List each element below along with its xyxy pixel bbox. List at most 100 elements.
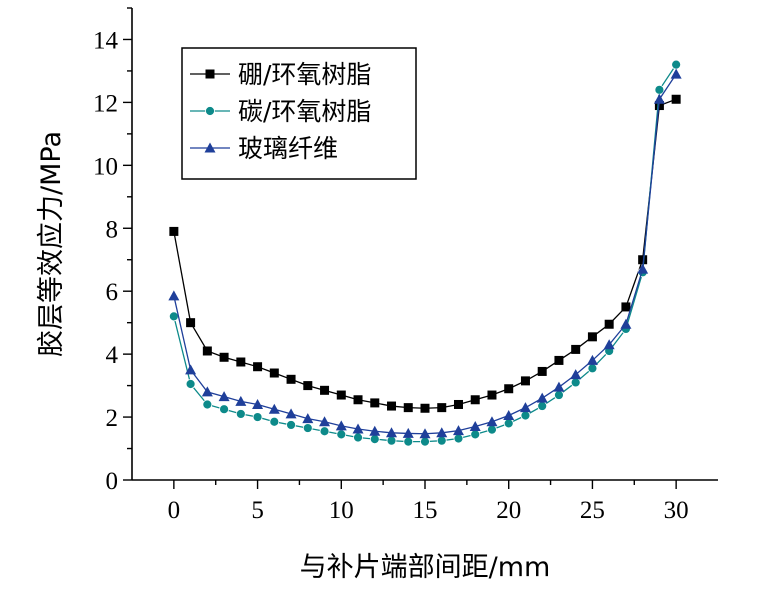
axes [123, 7, 718, 489]
data-point [202, 399, 213, 410]
data-point [671, 59, 682, 70]
data-point [537, 366, 547, 376]
data-point [621, 302, 631, 312]
data-point [218, 391, 230, 402]
x-tick-label: 5 [251, 497, 264, 524]
data-point [202, 346, 212, 356]
data-point [219, 352, 229, 362]
data-point [453, 399, 463, 409]
data-point [387, 401, 397, 411]
data-point [604, 319, 614, 329]
data-point [519, 402, 531, 413]
data-point [168, 311, 179, 322]
x-tick-label: 15 [413, 497, 438, 524]
data-point [319, 426, 330, 437]
legend-item: 硼/环氧树脂 [190, 60, 371, 89]
data-point [369, 425, 381, 436]
data-point [403, 403, 413, 413]
data-point [487, 424, 497, 435]
data-point [185, 364, 197, 375]
data-point [403, 436, 414, 447]
y-axis-title: 胶层等效应力/MPa [36, 131, 67, 357]
data-point [570, 377, 581, 388]
x-tick-label: 20 [496, 497, 521, 524]
data-point [168, 290, 180, 301]
data-point [453, 433, 464, 444]
y-tick-label: 10 [93, 153, 118, 180]
x-tick-label: 30 [664, 497, 689, 524]
data-point [554, 390, 564, 400]
legend-label: 玻璃纤维 [238, 134, 338, 163]
data-point [603, 339, 615, 350]
data-point [620, 318, 632, 329]
data-point [487, 390, 497, 400]
data-point [670, 68, 682, 79]
tick-labels: 0 2 4 6 8 10 12 14 0 5 10 15 20 25 30 [93, 27, 689, 524]
data-point [252, 412, 263, 422]
data-point [369, 434, 380, 444]
legend-marker [205, 69, 215, 79]
data-point [269, 368, 279, 378]
x-tick-label: 25 [580, 497, 605, 524]
data-point [302, 423, 313, 433]
data-point [654, 84, 665, 95]
data-point [370, 398, 380, 408]
data-point [587, 363, 598, 374]
data-point [436, 435, 447, 446]
data-point [536, 392, 548, 403]
y-tick-label: 4 [106, 342, 119, 369]
data-point [286, 374, 296, 384]
data-point [353, 395, 363, 405]
data-point [437, 403, 447, 413]
data-point [420, 403, 430, 413]
data-point [302, 413, 314, 424]
data-point [553, 381, 565, 392]
y-tick-label: 8 [106, 216, 119, 243]
data-point [353, 432, 363, 443]
data-point [638, 255, 648, 265]
data-point [320, 385, 330, 395]
data-point [319, 416, 331, 427]
legend-marker [205, 106, 215, 116]
legend-label: 碳/环氧树脂 [238, 97, 371, 126]
data-point [520, 376, 530, 386]
data-point [336, 390, 346, 400]
legend-box [181, 47, 417, 180]
data-point [236, 357, 246, 367]
data-point [420, 436, 430, 447]
data-point [637, 263, 649, 274]
y-tick-label: 2 [106, 405, 119, 432]
data-point [303, 381, 313, 391]
x-tick-label: 0 [168, 497, 181, 524]
data-point [469, 421, 481, 432]
legend-marker [204, 142, 216, 153]
data-point [335, 420, 347, 431]
data-point [503, 409, 515, 420]
data-point [586, 354, 598, 365]
data-point [253, 362, 263, 372]
x-axis-title: 与补片端部间距/mm [300, 552, 551, 583]
y-tick-label: 0 [106, 468, 119, 495]
data-point [653, 93, 665, 104]
data-point [503, 418, 514, 429]
data-point [185, 379, 196, 389]
data-point [419, 428, 431, 439]
data-point [537, 401, 548, 411]
data-point [486, 416, 498, 427]
data-point [201, 386, 213, 397]
y-tick-label: 6 [106, 279, 119, 306]
data-point [571, 344, 581, 354]
data-point [504, 384, 514, 394]
data-point [386, 435, 397, 446]
data-point [269, 416, 280, 427]
y-tick-label: 12 [93, 90, 118, 117]
data-point [252, 398, 264, 409]
data-point [386, 427, 398, 438]
data-point [169, 226, 179, 236]
data-point [470, 429, 481, 440]
series-layer [168, 59, 682, 447]
data-point [235, 395, 247, 406]
series-1 [169, 94, 681, 413]
